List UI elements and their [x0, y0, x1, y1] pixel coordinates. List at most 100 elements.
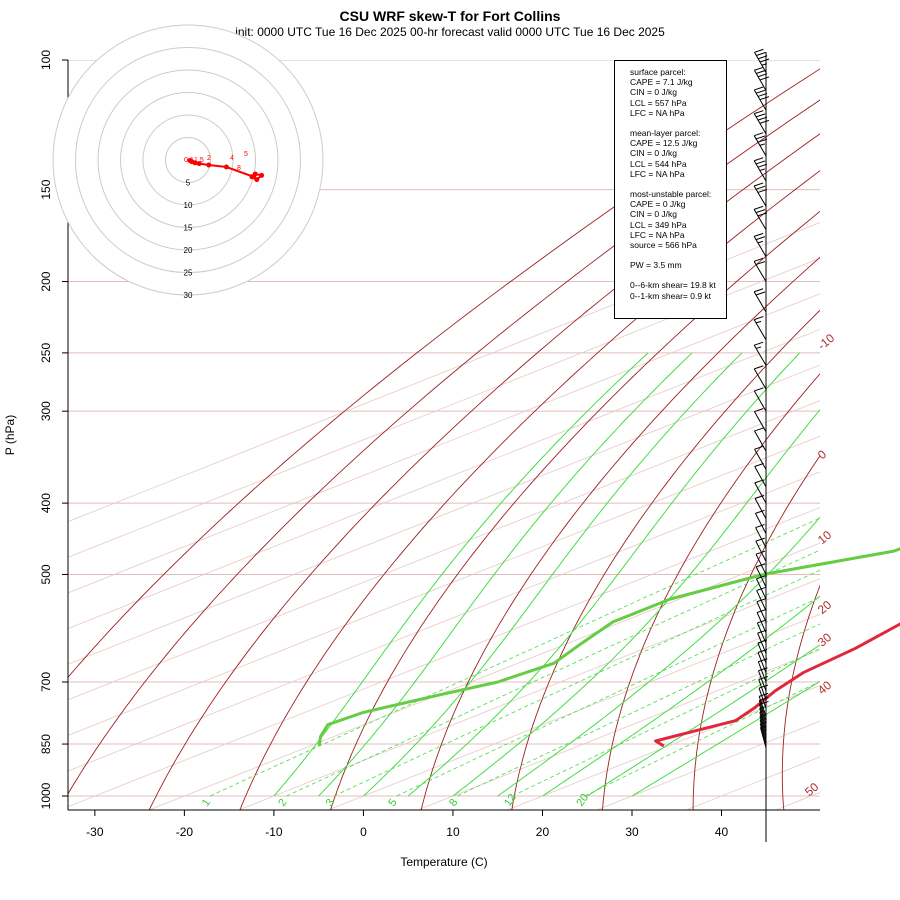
wind-barb — [753, 365, 767, 390]
wind-barb-flag — [755, 209, 766, 214]
isotherm-line — [68, 257, 820, 558]
wind-barb-flag — [757, 649, 768, 653]
info-line: most-unstable parcel: — [630, 189, 712, 200]
info-line: LCL = 349 hPa — [630, 219, 687, 230]
hodograph-point — [192, 160, 198, 166]
y-tick-label: 1000 — [39, 782, 53, 809]
hodograph-ring-label: 20 — [184, 246, 193, 255]
wind-barb-staff — [753, 411, 767, 433]
wind-barb — [753, 66, 770, 91]
wind-barb-half — [759, 143, 766, 146]
info-line: 0--6-km shear= 19.8 kt — [630, 280, 716, 291]
x-tick-label: -20 — [176, 825, 194, 839]
wind-barb-staff — [758, 679, 767, 700]
wind-barb-staff — [753, 344, 767, 366]
info-line: CIN = 0 J/kg — [630, 209, 678, 220]
wind-barb-flag — [754, 66, 764, 71]
wind-barb-staff — [753, 291, 767, 313]
wind-barb-flag — [759, 58, 770, 63]
wind-barb-flag — [757, 212, 768, 217]
wind-barb-staff — [754, 466, 767, 487]
hodograph-ring — [75, 47, 301, 273]
info-line: source = 566 hPa — [630, 240, 697, 251]
wind-barb-staff — [757, 652, 767, 673]
isotherm-line — [68, 364, 820, 665]
info-line: CIN = 0 J/kg — [630, 148, 678, 159]
isotherm-label: -10 — [815, 331, 838, 353]
wind-barb-flag — [753, 316, 764, 321]
wind-barb-flag — [754, 110, 764, 115]
wind-barb-staff — [759, 712, 767, 733]
wind-barb — [753, 341, 767, 366]
y-tick-label: 100 — [39, 50, 53, 70]
wind-barb-staff — [757, 670, 767, 692]
wind-barb-flag — [756, 52, 766, 57]
wind-barb-flag — [758, 658, 768, 663]
wind-barb-staff — [759, 723, 767, 745]
hodograph-ring — [142, 114, 234, 206]
wind-barb-staff — [756, 590, 767, 611]
wind-barb-staff — [758, 700, 767, 721]
dry-adiabat — [148, 133, 820, 810]
wind-barb-staff — [753, 209, 767, 230]
wind-barb-flag — [757, 138, 768, 143]
wind-barb-flag — [757, 188, 768, 193]
x-tick-label: 0 — [360, 825, 367, 839]
hodograph-height-label: 0 — [184, 157, 188, 164]
hodograph-ring-label: 25 — [184, 269, 193, 278]
moist-adiabat — [363, 352, 743, 797]
wind-barb-half — [755, 346, 762, 349]
wind-barb-half — [759, 168, 765, 171]
wind-barb — [753, 86, 770, 111]
wind-barb — [757, 658, 768, 683]
wind-barb-staff — [757, 661, 767, 683]
info-line: LFC = NA hPa — [630, 168, 685, 179]
mixing-ratio-label: 3 — [324, 797, 337, 809]
x-tick-label: 10 — [446, 825, 460, 839]
wind-barb-staff — [757, 642, 767, 664]
moist-adiabat — [318, 352, 693, 797]
wind-barb-staff — [759, 704, 767, 725]
y-tick-label: 500 — [39, 564, 53, 584]
wind-barb-flag — [758, 684, 769, 689]
mixing-ratio-line — [584, 681, 820, 797]
wind-barb-flag — [757, 639, 768, 644]
wind-barb — [753, 110, 770, 135]
wind-barb-flag — [755, 236, 766, 241]
isotherm-line — [416, 649, 820, 810]
wind-barb-flag — [753, 157, 764, 162]
x-tick-label: -30 — [86, 825, 104, 839]
wind-barb-staff — [754, 430, 767, 452]
mixing-ratio-line — [457, 623, 820, 797]
wind-barb-staff — [755, 553, 767, 575]
wind-barb-flag — [759, 96, 770, 101]
info-line: 0--1-km shear= 0.9 kt — [630, 290, 712, 301]
info-line: PW = 3.5 mm — [630, 260, 682, 271]
wind-barb-half — [757, 240, 764, 244]
wind-barb-staff — [758, 696, 767, 717]
wind-barb-staff — [757, 632, 767, 654]
hodograph-ring-label: 10 — [184, 201, 193, 210]
moist-adiabat — [497, 516, 820, 797]
wind-barb-staff — [755, 578, 767, 600]
wind-barb — [753, 408, 767, 433]
wind-barb — [753, 316, 767, 341]
wind-barb — [754, 509, 767, 534]
wind-barb-flag — [757, 116, 768, 121]
wind-barb-staff — [759, 719, 767, 741]
wind-barb — [753, 182, 768, 207]
isotherm-line — [68, 400, 820, 701]
mixing-ratio-line — [512, 647, 820, 797]
isotherm-line — [68, 507, 820, 808]
dry-adiabat — [781, 584, 820, 810]
moist-adiabat — [273, 352, 649, 797]
y-tick-label: 850 — [39, 734, 53, 754]
y-axis-label: P (hPa) — [3, 414, 17, 456]
hodograph-point — [249, 174, 255, 180]
mixing-ratio-line — [333, 569, 820, 797]
dewpoint-profile — [317, 547, 900, 747]
wind-barb-staff — [758, 687, 767, 709]
info-line: CAPE = 12.5 J/kg — [630, 138, 698, 149]
isotherm-label: 20 — [815, 597, 834, 617]
